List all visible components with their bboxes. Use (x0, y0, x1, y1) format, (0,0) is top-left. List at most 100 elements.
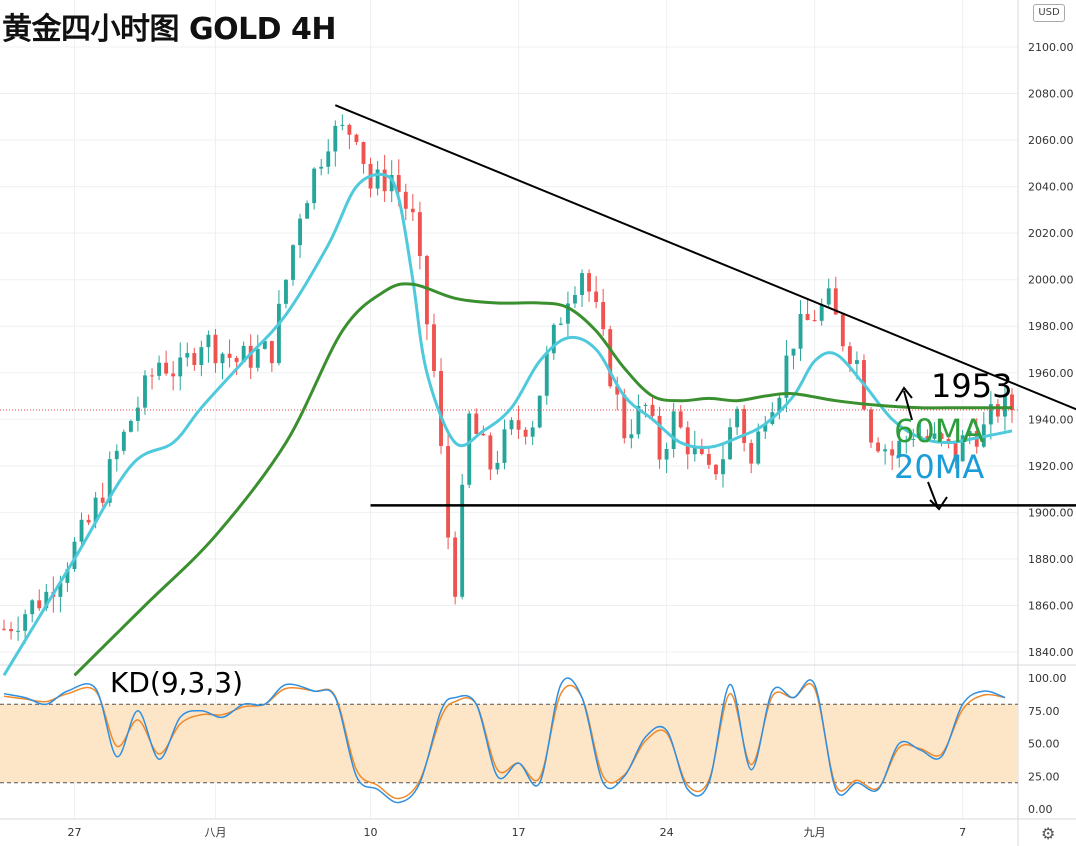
candle-body (241, 345, 246, 363)
candle-body (939, 433, 944, 440)
kd-axis-tick: 25.00 (1028, 770, 1060, 783)
candle-body (291, 245, 295, 280)
candle-body (326, 151, 331, 167)
candle-body (319, 166, 324, 169)
candle-body (30, 600, 35, 615)
gear-icon[interactable]: ⚙ (1041, 824, 1056, 843)
ma60-line (73, 282, 1012, 677)
candle-body (206, 334, 211, 348)
candle-body (629, 434, 634, 439)
candle-body (396, 175, 401, 192)
candle-body (953, 441, 958, 462)
candle-body (904, 439, 909, 441)
candle-body (446, 446, 451, 538)
candle-body (763, 423, 768, 432)
candle-body (833, 288, 838, 315)
candle-body (467, 413, 472, 485)
candle-body (876, 442, 881, 452)
candle-body (227, 353, 232, 358)
candle-body (995, 404, 1000, 417)
candle-body (826, 288, 831, 305)
kd-axis-tick: 100.00 (1028, 672, 1067, 685)
candle-body (481, 433, 486, 436)
candle-body (685, 427, 690, 455)
candle-body (925, 436, 930, 439)
chart-title: 黄金四小时图 GOLD 4H (2, 12, 337, 47)
candle-body (883, 449, 888, 452)
candle-body (678, 411, 683, 428)
candle-body (791, 348, 796, 356)
candle-body (650, 404, 655, 416)
candle-body (432, 324, 436, 371)
candle-body (276, 303, 281, 364)
breakdown-arrow-down (927, 481, 948, 511)
candle-body (171, 373, 176, 377)
candle-body (157, 362, 162, 376)
candle-body (16, 630, 21, 632)
candle-body (9, 629, 13, 632)
candle-body (128, 420, 133, 432)
candle-body (460, 484, 465, 597)
candle-body (502, 429, 507, 463)
candle-body (185, 353, 190, 358)
candle-body (911, 438, 916, 440)
candle-body (749, 442, 754, 464)
candle-body (44, 591, 49, 609)
price-axis-tick: 1980.00 (1028, 320, 1074, 333)
candle-body (93, 497, 98, 523)
candle-body (890, 449, 895, 456)
candle-body (312, 168, 317, 204)
candle-body (587, 273, 592, 292)
candle-body (361, 142, 366, 164)
candle-body (742, 408, 747, 443)
candle-body (714, 464, 718, 475)
candle-body (967, 431, 972, 436)
candle-body (248, 345, 253, 368)
candle-body (551, 324, 556, 354)
time-axis-tick: 7 (959, 826, 966, 839)
candle-body (255, 348, 260, 368)
candle-body (756, 431, 761, 464)
candle-body (58, 582, 63, 597)
price-axis-tick: 2100.00 (1028, 41, 1074, 54)
candle-body (509, 420, 514, 430)
kd-axis-tick: 75.00 (1028, 705, 1060, 718)
price-axis-tick: 2080.00 (1028, 88, 1074, 101)
candle-body (573, 295, 577, 304)
candle-body (354, 134, 359, 143)
candle-body (65, 569, 70, 583)
candle-body (664, 449, 669, 460)
candle-body (615, 386, 620, 395)
candle-body (565, 303, 570, 324)
candle-body (544, 353, 549, 396)
time-axis-tick: 17 (512, 826, 526, 839)
candle-body (121, 431, 126, 451)
candle-body (798, 313, 803, 349)
price-axis-tick: 2000.00 (1028, 274, 1074, 287)
candle-body (819, 304, 824, 321)
candle-body (530, 427, 535, 437)
price-axis-tick: 1900.00 (1028, 506, 1074, 519)
candle-body (269, 341, 274, 364)
descending-trendline (334, 104, 1076, 411)
candle-body (114, 450, 119, 460)
candle-body (840, 314, 845, 347)
candle-body (643, 404, 648, 406)
candle-body (284, 279, 288, 304)
currency-badge[interactable]: USD (1033, 4, 1065, 22)
candle-body (453, 537, 458, 597)
candle-body (79, 519, 84, 542)
candle-body (474, 413, 479, 434)
price-axis-tick: 1940.00 (1028, 413, 1074, 426)
candle-body (340, 124, 345, 126)
price-axis-tick: 1920.00 (1028, 460, 1074, 473)
candle-body (347, 124, 352, 135)
candle-body (37, 600, 42, 609)
candle-body (100, 497, 105, 503)
candle-body (107, 459, 112, 503)
price-axis-tick: 1860.00 (1028, 599, 1074, 612)
price-level-annotation: 1953 (931, 367, 1013, 405)
candle-body (854, 360, 859, 364)
kd-k-line (3, 677, 1006, 804)
